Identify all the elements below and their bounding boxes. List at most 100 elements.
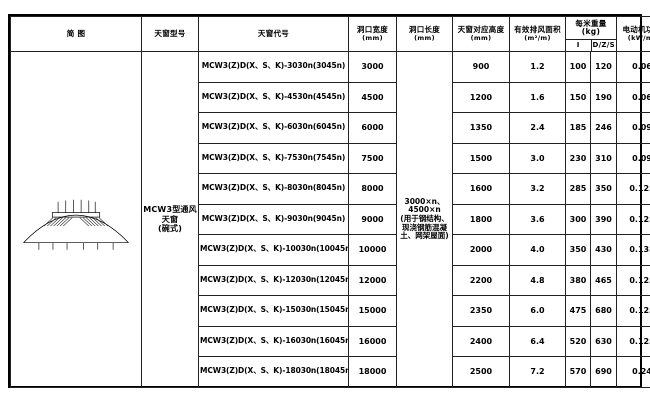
cell-motor-power: 0.09 (616, 112, 650, 144)
header-opening-length: 洞口长度 (mm) (396, 16, 453, 52)
cell-code: MCW3(Z)D(X、S、K)-10030n(10045n) (198, 234, 349, 266)
header-opening-length-unit: (mm) (414, 33, 435, 42)
cell-exhaust-area: 3.6 (509, 203, 566, 235)
cell-opening-width: 18000 (348, 356, 397, 388)
cell-weight-dzs: 350 (590, 173, 617, 205)
cell-motor-power: 0.125 (616, 295, 650, 327)
header-skylight-height-label: 天窗对应高度 (457, 24, 505, 34)
table-row: MCW3型通风天窗 (碗式) MCW3(Z)D(X、S、K)-3030n(304… (10, 51, 650, 388)
table-header: 简 图 天窗型号 天窗代号 洞口宽度 (mm) 洞口长度 (mm) 天窗对应高度… (10, 16, 650, 52)
cell-weight-dzs: 430 (590, 234, 617, 266)
table-body: MCW3型通风天窗 (碗式) MCW3(Z)D(X、S、K)-3030n(304… (10, 51, 650, 388)
cell-weight-i: 380 (565, 264, 591, 296)
cell-opening-width: 7500 (348, 142, 397, 174)
cell-exhaust-area: 3.0 (509, 142, 566, 174)
opening-length-note-3: (用于钢结构、 (400, 213, 449, 223)
opening-length-note-4: 现浇钢筋混凝 (402, 222, 447, 232)
cell-motor-power: 0.125 (616, 203, 650, 235)
cell-weight-i: 150 (565, 81, 591, 113)
cell-opening-width: 4500 (348, 81, 397, 113)
table-row: MCW3(Z)D(X、S、K)-18030n(18045n) 18000 250… (11, 356, 650, 388)
cell-skylight-height: 1500 (452, 142, 510, 174)
cell-exhaust-area: 4.0 (509, 234, 566, 266)
cell-motor-power: 0.24 (616, 356, 650, 388)
opening-length-note-cell: 3000×n、 4500×n (用于钢结构、 现浇钢筋混凝 土、网架屋面) (396, 51, 453, 388)
header-exhaust-area-unit: (m²/m) (524, 33, 551, 42)
cell-opening-width: 8000 (348, 173, 397, 205)
skylight-diagram (12, 52, 140, 386)
cell-code: MCW3(Z)D(X、S、K)-7530n(7545n) (198, 142, 349, 174)
cell-code: MCW3(Z)D(X、S、K)-18030n(18045n) (198, 356, 349, 388)
header-motor-power-unit: (kW/m) (627, 33, 650, 42)
cell-exhaust-area: 3.2 (509, 173, 566, 205)
cell-code: MCW3(Z)D(X、S、K)-6030n(6045n) (198, 112, 349, 144)
header-opening-width: 洞口宽度 (mm) (348, 16, 397, 52)
cell-exhaust-area: 7.2 (509, 356, 566, 388)
header-motor-power: 电动机功率 (kW/m) (616, 16, 650, 52)
cell-motor-power: 0.09 (616, 142, 650, 174)
opening-length-note-5: 土、网架屋面) (400, 231, 449, 241)
skylight-model-cell: MCW3型通风天窗 (碗式) (141, 51, 199, 388)
cell-weight-dzs: 465 (590, 264, 617, 296)
cell-skylight-height: 2200 (452, 264, 510, 296)
table-row: MCW3(Z)D(X、S、K)-8030n(8045n) 8000 1600 3… (11, 173, 650, 205)
header-row: 简 图 天窗型号 天窗代号 洞口宽度 (mm) 洞口长度 (mm) 天窗对应高度… (10, 16, 650, 52)
cell-weight-dzs: 246 (590, 112, 617, 144)
header-skylight-height: 天窗对应高度 (mm) (452, 16, 510, 52)
spec-table-frame: 简 图 天窗型号 天窗代号 洞口宽度 (mm) 洞口长度 (mm) 天窗对应高度… (8, 14, 650, 388)
cell-motor-power: 0.135 (616, 234, 650, 266)
cell-exhaust-area: 6.0 (509, 295, 566, 327)
cell-skylight-height: 1800 (452, 203, 510, 235)
cell-skylight-height: 2350 (452, 295, 510, 327)
cell-skylight-height: 2500 (452, 356, 510, 388)
cell-weight-dzs: 390 (590, 203, 617, 235)
cell-weight-i: 300 (565, 203, 591, 235)
table-row: MCW3(Z)D(X、S、K)-4530n(4545n) 4500 1200 1… (11, 81, 650, 113)
cell-weight-i: 520 (565, 325, 591, 357)
cell-motor-power: 0.125 (616, 325, 650, 357)
cell-skylight-height: 1600 (452, 173, 510, 205)
cell-code: MCW3(Z)D(X、S、K)-16030n(16045n) (198, 325, 349, 357)
table-row: MCW3(Z)D(X、S、K)-7530n(7545n) 7500 1500 3… (11, 142, 650, 174)
skylight-spec-table: 简 图 天窗型号 天窗代号 洞口宽度 (mm) 洞口长度 (mm) 天窗对应高度… (10, 16, 650, 388)
cell-weight-dzs: 630 (590, 325, 617, 357)
cell-exhaust-area: 1.6 (509, 81, 566, 113)
opening-length-note-2: 4500×n (408, 205, 441, 215)
cell-weight-i: 570 (565, 356, 591, 388)
cell-weight-i: 285 (565, 173, 591, 205)
cell-code: MCW3(Z)D(X、S、K)-8030n(8045n) (198, 173, 349, 205)
cell-exhaust-area: 2.4 (509, 112, 566, 144)
cell-code: MCW3(Z)D(X、S、K)-9030n(9045n) (198, 203, 349, 235)
cell-code: MCW3(Z)D(X、S、K)-4530n(4545n) (198, 81, 349, 113)
opening-length-note-1: 3000×n、 (404, 196, 445, 206)
header-weight-sub-dzs: D/Z/S (590, 39, 616, 51)
model-type: (碗式) (157, 223, 183, 233)
header-model: 天窗型号 (141, 16, 199, 52)
cell-weight-dzs: 310 (590, 142, 617, 174)
cell-opening-width: 10000 (348, 234, 397, 266)
cell-opening-width: 12000 (348, 264, 397, 296)
table-row: MCW3(Z)D(X、S、K)-16030n(16045n) 16000 240… (11, 325, 650, 357)
cell-opening-width: 16000 (348, 325, 397, 357)
header-motor-power-label: 电动机功率 (622, 24, 650, 34)
header-weight-label: 每米重量 (kg) (566, 18, 616, 40)
table-row: MCW3(Z)D(X、S、K)-10030n(10045n) 10000 200… (11, 234, 650, 266)
table-row: MCW3(Z)D(X、S、K)-6030n(6045n) 6000 1350 2… (11, 112, 650, 144)
skylight-diagram-cell (10, 51, 142, 388)
table-row: MCW3(Z)D(X、S、K)-9030n(9045n) 9000 1800 3… (11, 203, 650, 235)
cell-weight-i: 100 (565, 51, 591, 83)
cell-weight-i: 350 (565, 234, 591, 266)
cell-weight-dzs: 120 (590, 51, 617, 83)
cell-weight-dzs: 690 (590, 356, 617, 388)
cell-opening-width: 3000 (348, 51, 397, 83)
header-opening-width-unit: (mm) (362, 33, 383, 42)
cell-weight-i: 230 (565, 142, 591, 174)
header-skylight-height-unit: (mm) (470, 33, 492, 42)
header-weight-sub-i: I (576, 41, 580, 50)
cell-skylight-height: 2000 (452, 234, 510, 266)
cell-skylight-height: 900 (452, 51, 510, 83)
ventilated-skylight-icon (23, 200, 129, 250)
cell-exhaust-area: 4.8 (509, 264, 566, 296)
cell-skylight-height: 1200 (452, 81, 510, 113)
